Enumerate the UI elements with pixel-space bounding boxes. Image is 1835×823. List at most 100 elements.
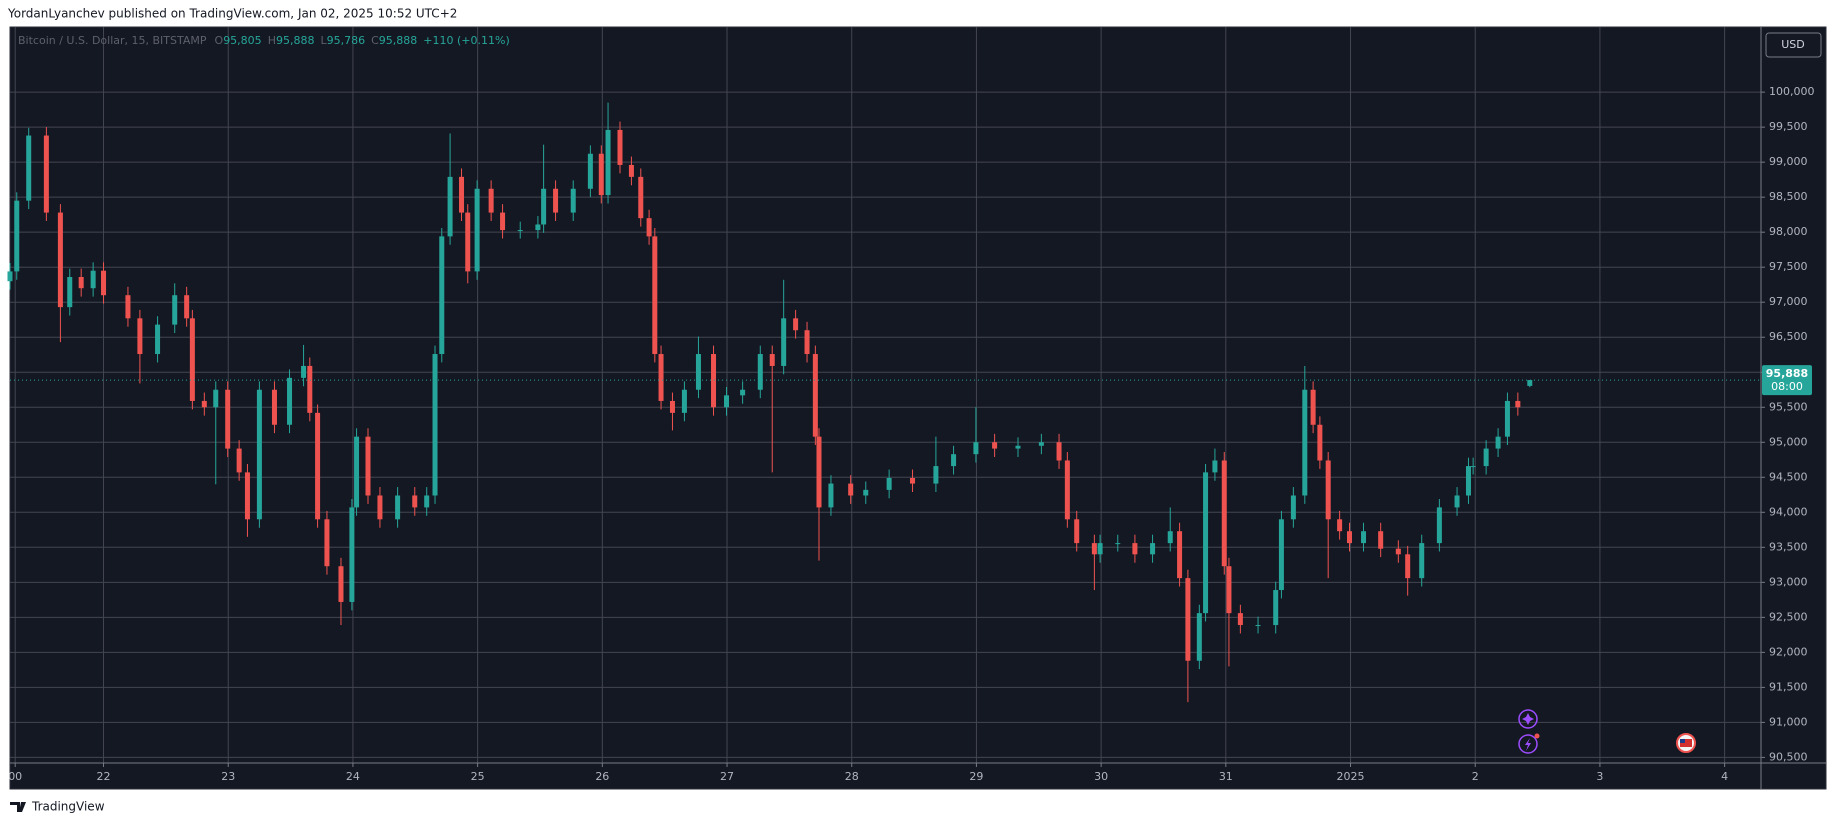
last-price-label: 95,888 xyxy=(1766,367,1808,380)
footer-logo xyxy=(10,802,26,812)
candle-body xyxy=(1203,472,1209,614)
candle-body xyxy=(740,389,746,396)
candle-body xyxy=(184,295,190,319)
candle-body xyxy=(1226,566,1232,614)
candle-body xyxy=(1346,531,1352,544)
footer-brand: TradingView xyxy=(31,800,105,814)
candle-body xyxy=(933,466,939,484)
candle-body xyxy=(236,448,242,473)
candle-body xyxy=(517,230,523,232)
y-tick-label: 93,000 xyxy=(1769,575,1808,588)
candle-body xyxy=(354,436,360,508)
candle-body xyxy=(886,477,892,490)
candle-body xyxy=(14,200,20,272)
candle-body xyxy=(570,188,576,213)
candle-body xyxy=(1273,590,1279,626)
candle-body xyxy=(1196,613,1202,661)
candle-body xyxy=(1454,495,1460,508)
candle-body xyxy=(804,330,810,355)
x-tick-label: 28 xyxy=(845,770,859,783)
candle-body xyxy=(1361,531,1367,544)
candle-body xyxy=(711,354,717,408)
event-dot xyxy=(1534,733,1540,739)
candle-body xyxy=(1395,548,1401,555)
candle-body xyxy=(101,270,107,296)
candle-body xyxy=(973,442,979,455)
candle-body xyxy=(271,389,277,425)
candle-body xyxy=(125,295,131,319)
ohlc-letter: H xyxy=(267,34,276,47)
candle-body xyxy=(863,489,869,496)
candle-body xyxy=(553,188,559,213)
candle-body xyxy=(1470,466,1476,468)
candle-body xyxy=(828,483,834,508)
y-tick-label: 98,500 xyxy=(1769,190,1808,203)
candle-body xyxy=(172,295,178,325)
event-icon[interactable] xyxy=(1518,709,1538,729)
y-tick-label: 99,500 xyxy=(1769,120,1808,133)
candle-body xyxy=(1515,400,1521,408)
candle-body xyxy=(201,400,207,408)
candle-body xyxy=(225,389,231,449)
x-tick-label: 4 xyxy=(1721,770,1728,783)
candle-body xyxy=(1064,460,1070,520)
candle-body xyxy=(432,354,438,496)
x-tick-label: 30 xyxy=(1094,770,1108,783)
candle-body xyxy=(848,483,854,496)
countdown-label: 08:00 xyxy=(1771,380,1803,393)
candle-body xyxy=(189,318,195,401)
candle-body xyxy=(646,218,652,237)
candle-body xyxy=(658,354,664,401)
candle-body xyxy=(465,212,471,272)
candle-body xyxy=(695,354,701,390)
candle-body xyxy=(287,377,293,425)
symbol-title: Bitcoin / U.S. Dollar, 15, BITSTAMP xyxy=(18,34,207,47)
candle-body xyxy=(244,472,250,520)
event-icon[interactable] xyxy=(1518,734,1538,754)
candle-body xyxy=(1405,554,1411,579)
candle-body xyxy=(587,153,593,189)
candle-body xyxy=(1278,519,1284,591)
ohlc-letter: C xyxy=(371,34,379,47)
candle-body xyxy=(155,324,161,355)
candle-body xyxy=(1150,543,1156,555)
candle-body xyxy=(724,395,730,408)
flag-glyph xyxy=(1680,739,1692,747)
flag-glyph xyxy=(1680,739,1685,743)
y-tick-label: 91,000 xyxy=(1769,715,1808,728)
candle-body xyxy=(1237,613,1243,626)
candle-body xyxy=(26,135,32,201)
candle-body xyxy=(992,442,998,449)
candle-body xyxy=(90,270,96,289)
candle-body xyxy=(1097,543,1103,555)
currency-label[interactable]: USD xyxy=(1781,38,1805,51)
x-tick-label: 3 xyxy=(1596,770,1603,783)
candle-body xyxy=(781,318,787,366)
candle-body xyxy=(137,318,143,355)
event-icon-glyph xyxy=(1525,738,1531,751)
candle-body xyxy=(1378,531,1384,549)
candle-body xyxy=(1290,495,1296,520)
candle-body xyxy=(652,236,658,355)
candle-body xyxy=(793,318,799,331)
candle-body xyxy=(1504,400,1510,437)
candle-body xyxy=(1038,442,1044,446)
x-tick-label: 29 xyxy=(969,770,983,783)
candle-body xyxy=(638,176,644,219)
candle-body xyxy=(213,389,219,408)
y-tick-label: 91,500 xyxy=(1769,680,1808,693)
y-tick-label: 97,500 xyxy=(1769,260,1808,273)
y-tick-label: 98,000 xyxy=(1769,225,1808,238)
event-icon-glyph xyxy=(1522,713,1534,725)
x-tick-label: 2025 xyxy=(1337,770,1365,783)
candle-body xyxy=(395,495,401,520)
candle-body xyxy=(1436,507,1442,544)
y-tick-label: 92,500 xyxy=(1769,610,1808,623)
candle-body xyxy=(256,389,262,520)
candle-body xyxy=(307,365,313,413)
y-tick-label: 95,500 xyxy=(1769,400,1808,413)
candle-body xyxy=(1091,543,1097,555)
candle-body xyxy=(78,277,84,289)
currency-button[interactable] xyxy=(1765,32,1822,58)
